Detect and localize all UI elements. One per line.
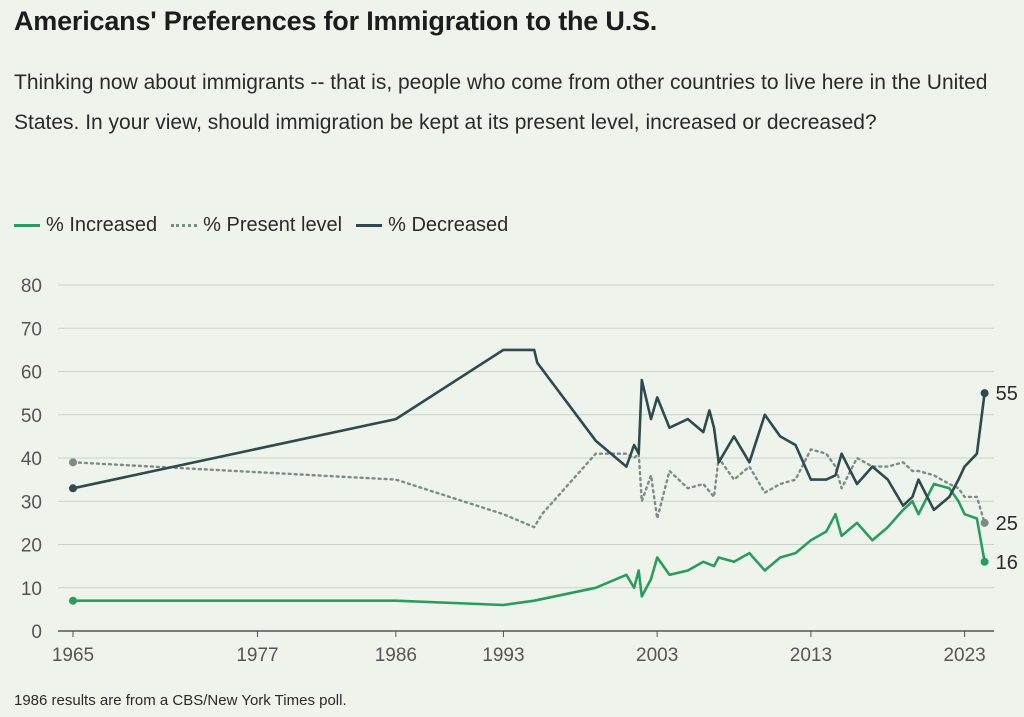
end-point-increased bbox=[980, 557, 989, 566]
chart-subtitle: Thinking now about immigrants -- that is… bbox=[14, 71, 988, 134]
x-tick-label-1977: 1977 bbox=[236, 645, 278, 666]
y-tick-label-10: 10 bbox=[21, 579, 42, 600]
legend-label-present-level: % Present level bbox=[203, 214, 343, 236]
start-point-present bbox=[69, 458, 77, 467]
legend-swatch-present-level bbox=[171, 224, 198, 227]
y-tick-label-40: 40 bbox=[21, 449, 42, 470]
footnote: 1986 results are from a CBS/New York Tim… bbox=[14, 692, 347, 709]
x-tick-label-1986: 1986 bbox=[375, 645, 417, 666]
legend-swatch-decreased bbox=[356, 224, 383, 227]
y-tick-label-20: 20 bbox=[21, 536, 42, 557]
legend-item-present-level: % Present level bbox=[171, 214, 342, 237]
start-point-increased bbox=[69, 596, 77, 605]
legend-item-increased: % Increased bbox=[14, 214, 157, 237]
x-tick-label-2023: 2023 bbox=[943, 645, 985, 666]
x-tick-label-1965: 1965 bbox=[52, 645, 94, 666]
y-tick-label-70: 70 bbox=[21, 319, 42, 340]
end-label-increased: 16 bbox=[996, 552, 1018, 574]
legend-item-decreased: % Decreased bbox=[356, 214, 508, 237]
legend: % Increased % Present level % Decreased bbox=[14, 214, 522, 237]
y-tick-label-0: 0 bbox=[31, 622, 42, 643]
series-line-present bbox=[71, 448, 986, 529]
x-tick-label-1993: 1993 bbox=[482, 645, 524, 666]
legend-swatch-increased bbox=[14, 224, 40, 227]
x-tick-label-2003: 2003 bbox=[636, 645, 678, 666]
y-tick-label-50: 50 bbox=[21, 406, 42, 427]
end-label-present: 25 bbox=[996, 513, 1018, 535]
end-label-decreased: 55 bbox=[996, 383, 1018, 405]
y-tick-label-30: 30 bbox=[21, 492, 42, 513]
legend-label-increased: % Increased bbox=[46, 214, 158, 236]
end-point-present bbox=[980, 518, 989, 527]
legend-label-decreased: % Decreased bbox=[388, 214, 509, 236]
series-line-decreased bbox=[71, 348, 986, 512]
y-tick-label-80: 80 bbox=[21, 276, 42, 297]
y-tick-label-60: 60 bbox=[21, 363, 42, 384]
series-line-increased bbox=[71, 482, 986, 607]
chart-title: Americans' Preferences for Immigration t… bbox=[14, 6, 658, 36]
x-tick-label-2013: 2013 bbox=[790, 645, 832, 666]
end-point-decreased bbox=[980, 389, 989, 398]
start-point-decreased bbox=[69, 484, 77, 493]
